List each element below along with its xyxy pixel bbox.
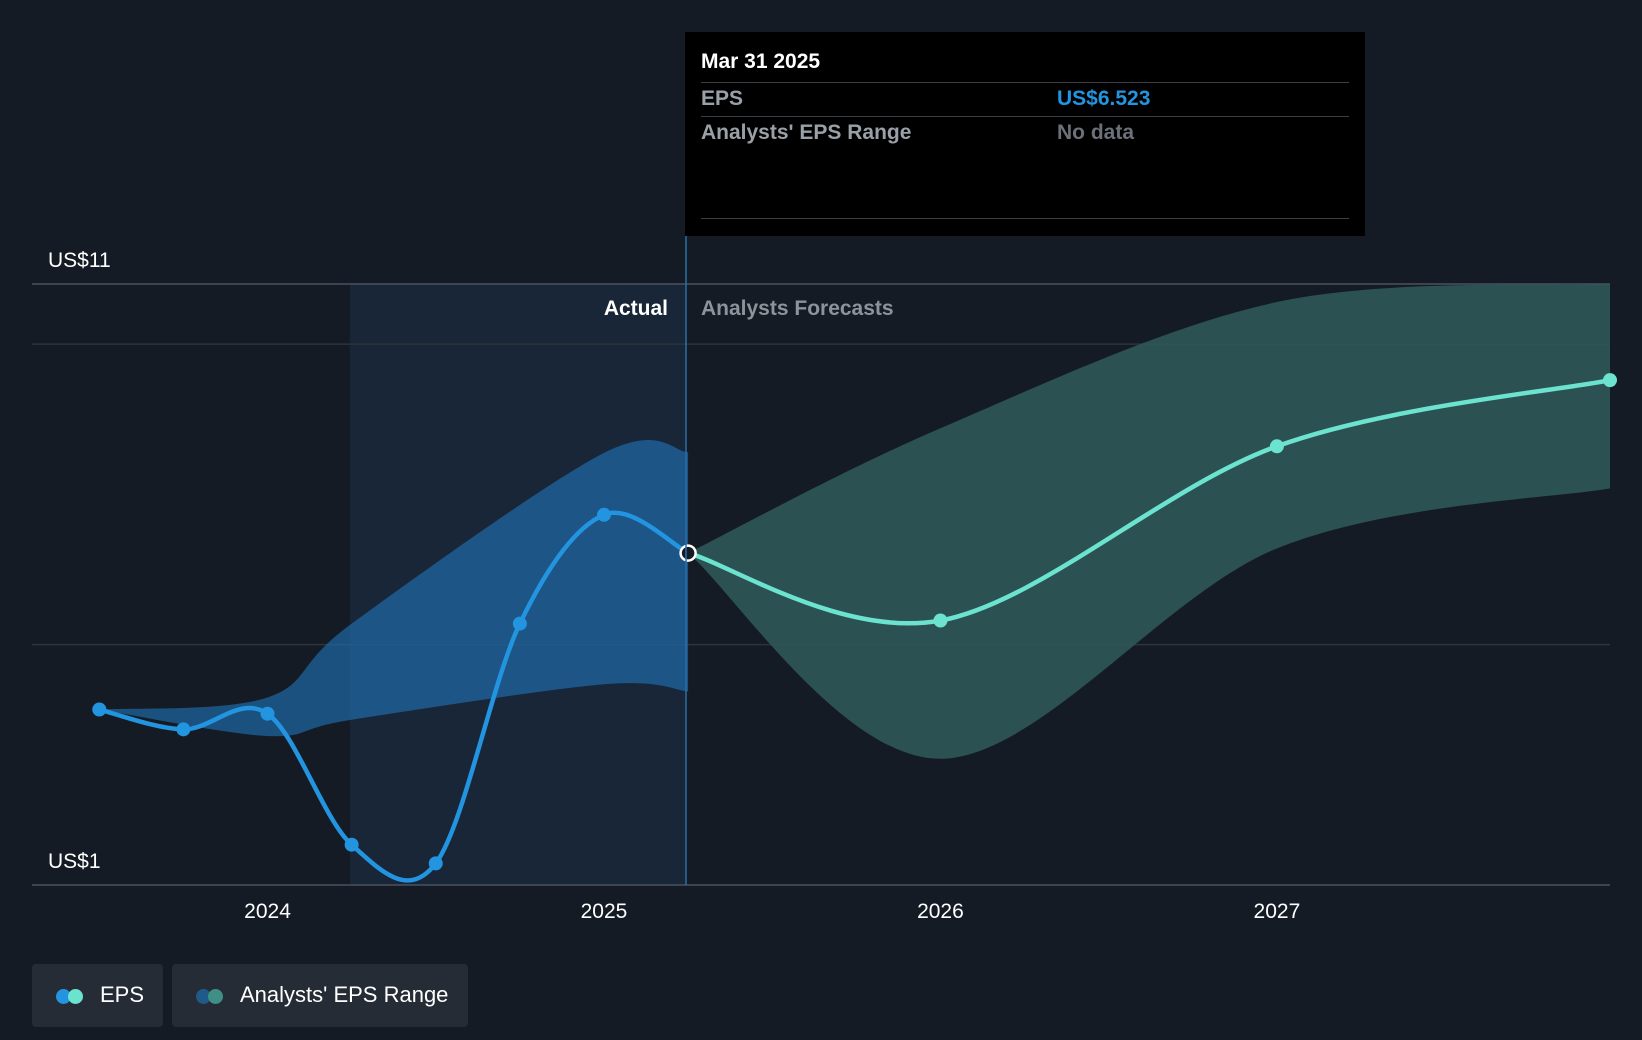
range-legend-icon [208, 989, 223, 1004]
eps-actual-point [596, 507, 611, 522]
tooltip-divider [701, 218, 1349, 219]
tooltip-divider [701, 116, 1349, 117]
legend-eps[interactable]: EPS [32, 964, 163, 1027]
eps-range-area-actual [99, 440, 689, 737]
eps-forecast-line [685, 377, 1613, 626]
tooltip-range-label: Analysts' EPS Range [701, 121, 912, 144]
eps-forecast-point [1269, 439, 1284, 454]
y-axis-label-max: US$11 [48, 249, 111, 272]
eps-range-area-forecast [688, 284, 1610, 759]
forecast-label: Analysts Forecasts [701, 297, 894, 320]
eps-actual-point [260, 706, 275, 721]
eps-actual-point [344, 837, 359, 852]
range-legend-icon [196, 989, 211, 1004]
tooltip-eps-label: EPS [701, 87, 744, 110]
legend-range[interactable]: Analysts' EPS Range [172, 964, 468, 1027]
y-axis-label-min: US$1 [48, 850, 101, 873]
tooltip: Mar 31 2025 EPS US$6.523 Analysts' EPS R… [685, 32, 1365, 236]
eps-actual-point [512, 616, 527, 631]
legend-eps-label: EPS [100, 982, 145, 1007]
eps-actual-point [428, 856, 443, 871]
eps-current-point [679, 544, 697, 562]
eps-legend-icon [68, 989, 83, 1004]
x-axis-tick-label: 2024 [244, 900, 291, 923]
eps-forecast-point [1603, 373, 1617, 388]
eps-lines [97, 377, 1613, 883]
eps-actual-line [97, 510, 691, 883]
actual-label: Actual [604, 297, 668, 320]
eps-forecast-point [933, 613, 948, 628]
eps-points [92, 373, 1617, 871]
x-axis-tick-label: 2027 [1254, 900, 1301, 923]
x-axis-tick-label: 2025 [581, 900, 628, 923]
tooltip-divider [701, 82, 1349, 83]
x-axis-tick-label: 2026 [917, 900, 964, 923]
x-axis-labels: 2024 2025 2026 2027 [244, 900, 1300, 923]
tooltip-date: Mar 31 2025 [701, 50, 821, 73]
y-axis-labels: US$11 US$1 [48, 249, 111, 873]
eps-actual-point [92, 702, 107, 717]
eps-actual-point [176, 722, 191, 737]
legend-range-label: Analysts' EPS Range [240, 982, 449, 1007]
tooltip-eps-value: US$6.523 [1057, 87, 1151, 110]
eps-legend-icon [56, 989, 71, 1004]
tooltip-range-value: No data [1057, 121, 1135, 144]
eps-range-areas [99, 284, 1610, 759]
